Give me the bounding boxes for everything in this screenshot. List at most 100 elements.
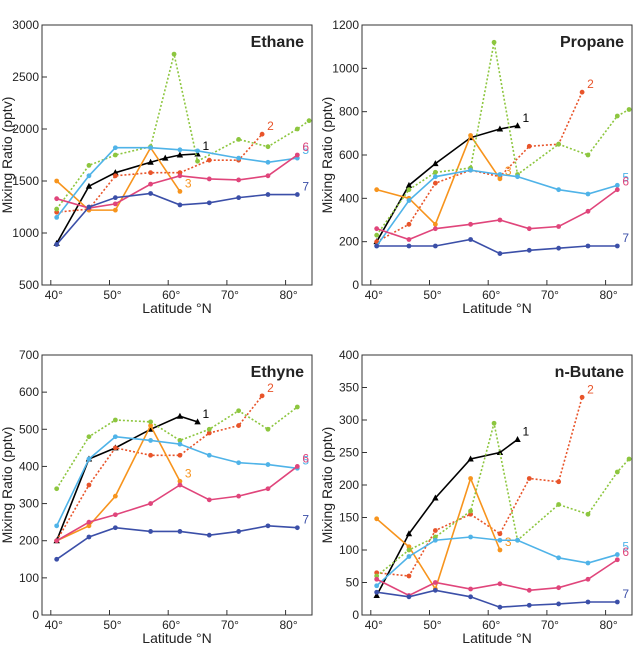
point — [195, 158, 200, 164]
y-tick-label: 600 — [19, 385, 39, 399]
point — [86, 204, 92, 210]
point — [374, 589, 380, 595]
point — [148, 423, 153, 428]
point — [491, 39, 497, 45]
series-label: 1 — [203, 407, 210, 421]
series-label: 1 — [523, 111, 530, 125]
point — [265, 192, 271, 197]
point — [236, 529, 242, 534]
point — [614, 182, 620, 188]
point — [579, 394, 585, 400]
y-tick-label: 700 — [19, 348, 39, 362]
point — [585, 191, 591, 197]
x-tick-label: 70° — [541, 618, 559, 632]
point — [406, 198, 412, 203]
y-tick-label: 400 — [19, 459, 39, 473]
point — [614, 557, 620, 563]
x-tick-label: 50° — [423, 288, 441, 302]
point — [236, 423, 242, 428]
point — [148, 419, 153, 425]
point — [112, 145, 118, 151]
point — [236, 493, 242, 499]
point — [497, 604, 503, 610]
point — [497, 547, 503, 553]
series-label: 3 — [505, 164, 512, 178]
series-label: 2 — [267, 119, 274, 133]
point — [177, 452, 183, 458]
point — [585, 208, 591, 214]
point — [148, 529, 153, 534]
point — [497, 176, 503, 182]
point — [206, 426, 212, 432]
y-tick-label: 800 — [339, 105, 359, 119]
y-tick-label: 500 — [19, 278, 39, 292]
y-axis-label: Mixing Ratio (pptv) — [0, 427, 15, 544]
point — [406, 594, 412, 600]
point — [432, 169, 438, 175]
panel-title: Propane — [560, 34, 624, 51]
point — [112, 417, 118, 423]
series-label: 6 — [622, 545, 629, 559]
point — [112, 169, 119, 176]
point — [85, 182, 93, 189]
point — [86, 173, 92, 179]
point — [497, 217, 503, 223]
point — [432, 221, 438, 227]
series-label: 6 — [302, 140, 309, 154]
panel-title: Ethyne — [251, 364, 304, 381]
series-label: 2 — [267, 381, 274, 395]
point — [54, 242, 60, 247]
point — [614, 187, 620, 193]
point — [112, 525, 118, 531]
point — [432, 580, 438, 585]
y-tick-label: 250 — [339, 446, 359, 460]
y-tick-label: 600 — [339, 148, 359, 162]
point — [112, 493, 118, 499]
point — [112, 201, 118, 207]
series-line — [56, 146, 181, 211]
point — [54, 556, 60, 562]
point — [177, 482, 183, 488]
y-tick-label: 1500 — [12, 174, 39, 188]
point — [86, 523, 92, 529]
point — [491, 420, 497, 426]
point — [86, 163, 92, 168]
point — [374, 226, 380, 232]
point — [112, 512, 118, 518]
point — [556, 245, 562, 251]
y-tick-label: 200 — [339, 235, 359, 249]
point — [177, 189, 183, 194]
point — [148, 145, 153, 151]
point — [86, 482, 92, 488]
point — [86, 434, 92, 440]
point — [162, 154, 169, 161]
point — [86, 456, 92, 462]
point — [294, 152, 300, 158]
series-line — [56, 525, 298, 560]
point — [614, 113, 620, 119]
point — [112, 445, 118, 451]
point — [259, 131, 265, 137]
point — [265, 159, 271, 165]
x-tick-label: 70° — [221, 618, 239, 632]
point — [432, 528, 438, 533]
point — [177, 529, 183, 534]
point — [148, 181, 153, 187]
point — [556, 224, 562, 229]
series-label: 7 — [622, 587, 629, 601]
series-line — [375, 438, 519, 596]
point — [585, 560, 591, 566]
point — [585, 511, 591, 517]
point — [54, 523, 60, 529]
point — [206, 430, 212, 436]
point — [432, 537, 438, 543]
x-tick-label: 40° — [365, 288, 383, 302]
point — [112, 195, 118, 201]
point — [556, 479, 562, 485]
point — [374, 239, 380, 245]
point — [236, 177, 242, 183]
series-line — [55, 415, 198, 542]
point — [432, 587, 438, 593]
point — [497, 531, 503, 537]
